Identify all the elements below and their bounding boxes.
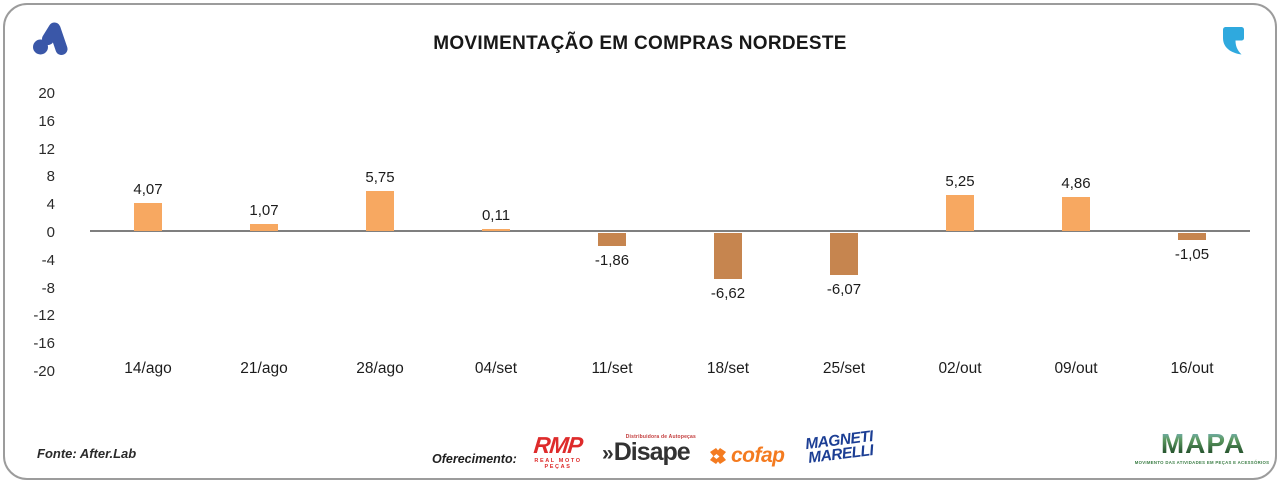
bar-09/out [1062, 197, 1090, 231]
after-lab-logo-icon [33, 22, 68, 55]
chart-column: -1,05 16/out [1134, 92, 1250, 377]
disape-logo-tagline: Distribuidora de Autopeças [625, 434, 696, 440]
mapa-logo-text: MAPA [1153, 429, 1253, 459]
chart-column: -1,86 11/set [554, 92, 670, 377]
chart-card: MOVIMENTAÇÃO EM COMPRAS NORDESTE 20 16 12 8… [3, 3, 1277, 480]
value-label: 4,86 [1061, 175, 1091, 193]
zero-baseline [90, 230, 1250, 232]
x-axis-label: 11/set [591, 360, 633, 377]
value-label: 4,07 [133, 180, 163, 198]
value-label: -1,86 [594, 251, 630, 269]
value-label: -6,07 [826, 281, 862, 299]
y-tick-label: -16 [33, 335, 55, 353]
y-tick-label: 12 [38, 140, 55, 158]
x-axis-label: 02/out [938, 360, 982, 377]
y-tick-label: -20 [33, 363, 55, 380]
chart-column: 5,25 02/out [902, 92, 1018, 377]
x-axis-label: 28/ago [356, 360, 404, 377]
plot-area: 4,07 14/ago 1,07 21/ago 5,75 28/ago 0,11 04/set… [90, 92, 1250, 378]
cofap-x-icon [710, 447, 726, 464]
bar-16/out [1178, 233, 1206, 241]
y-tick-label: -12 [33, 307, 55, 325]
cofap-logo: cofap [709, 444, 785, 468]
disape-logo: Distribuidora de Autopeças »Disape [602, 434, 702, 466]
x-axis-label: 09/out [1054, 360, 1098, 377]
x-axis-label: 18/set [706, 360, 750, 377]
offering-label: Oferecimento: [432, 452, 517, 466]
value-label: -6,62 [710, 285, 746, 302]
mapa-logo: MAPA MOVIMENTO DAS ATIVIDADES EM PEÇAS E… [1134, 429, 1270, 466]
y-tick-label: 20 [38, 85, 55, 102]
bar-28/ago [366, 191, 394, 231]
chart-title: MOVIMENTAÇÃO EM COMPRAS NORDESTE [433, 33, 847, 54]
disape-logo-text: »Disape [602, 438, 691, 466]
bar-14/ago [134, 202, 162, 231]
y-tick-label: -8 [41, 279, 55, 297]
chart-column: -6,62 18/set [670, 92, 786, 377]
chart-column: 5,75 28/ago [322, 92, 438, 377]
x-axis-label: 14/ago [124, 360, 172, 377]
bar-18/set [714, 233, 742, 279]
chart-column: 0,11 04/set [438, 92, 554, 378]
x-axis-label: 25/set [822, 360, 866, 377]
value-label: -1,05 [1174, 246, 1210, 264]
bar-25/set [830, 233, 858, 276]
y-tick-label: 4 [46, 196, 55, 214]
bar-04/set [482, 228, 510, 231]
cofap-logo-text: cofap [731, 444, 785, 467]
quote-mark-icon [1223, 27, 1244, 55]
rmp-logo-text: RMP [532, 432, 584, 458]
value-label: 1,07 [249, 201, 279, 219]
y-axis: 20 16 12 8 4 0 -4 -8 -12 -16 -20 [5, 85, 55, 380]
value-label: 0,11 [481, 206, 511, 224]
source-note: Fonte: After.Lab [37, 446, 137, 461]
chart-column: 4,07 14/ago [90, 92, 206, 377]
rmp-logo-tagline: REAL MOTO PEÇAS [534, 458, 582, 470]
mapa-logo-tagline: MOVIMENTO DAS ATIVIDADES EM PEÇAS E ACES… [1134, 460, 1270, 465]
chart-column: 4,86 09/out [1018, 92, 1134, 377]
y-tick-label: 8 [46, 168, 55, 186]
x-axis-label: 21/ago [240, 360, 288, 377]
chart-column: -6,07 25/set [786, 92, 902, 377]
y-tick-label: 16 [38, 112, 55, 130]
bar-02/out [946, 194, 974, 231]
disape-chevrons-icon: » [602, 442, 614, 465]
magneti-marelli-logo: MAGNETI MARELLI [804, 428, 876, 466]
y-tick-label: -4 [41, 251, 55, 269]
value-label: 5,75 [365, 169, 395, 187]
bar-11/set [598, 233, 626, 246]
y-tick-label: 0 [46, 224, 55, 241]
x-axis-label: 16/out [1170, 360, 1214, 377]
chart-column: 1,07 21/ago [206, 92, 322, 377]
rmp-logo: RMP REAL MOTO PEÇAS [522, 432, 594, 470]
bar-21/ago [250, 223, 278, 231]
x-axis-label: 04/set [474, 360, 518, 377]
value-label: 5,25 [945, 172, 975, 190]
